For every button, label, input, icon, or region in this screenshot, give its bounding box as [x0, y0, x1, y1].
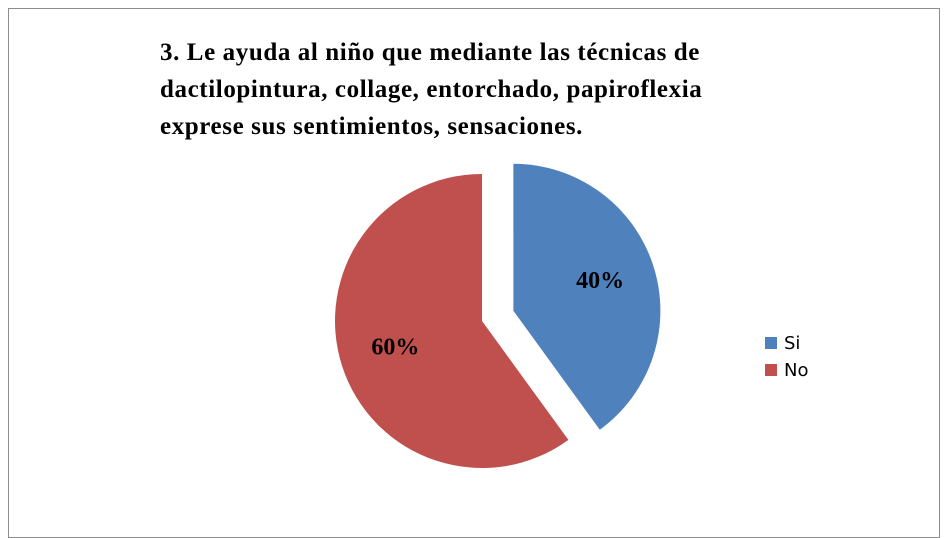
- legend-swatch: [765, 364, 777, 376]
- chart-title: 3. Le ayuda al niño que mediante las téc…: [160, 39, 703, 140]
- data-label: 40%: [576, 268, 624, 294]
- legend-label: Si: [784, 333, 800, 354]
- legend-swatch: [765, 337, 777, 349]
- pie-slice: [513, 163, 661, 430]
- pie-slice: [334, 174, 569, 468]
- data-label: 60%: [371, 335, 419, 361]
- legend-label: No: [784, 360, 808, 381]
